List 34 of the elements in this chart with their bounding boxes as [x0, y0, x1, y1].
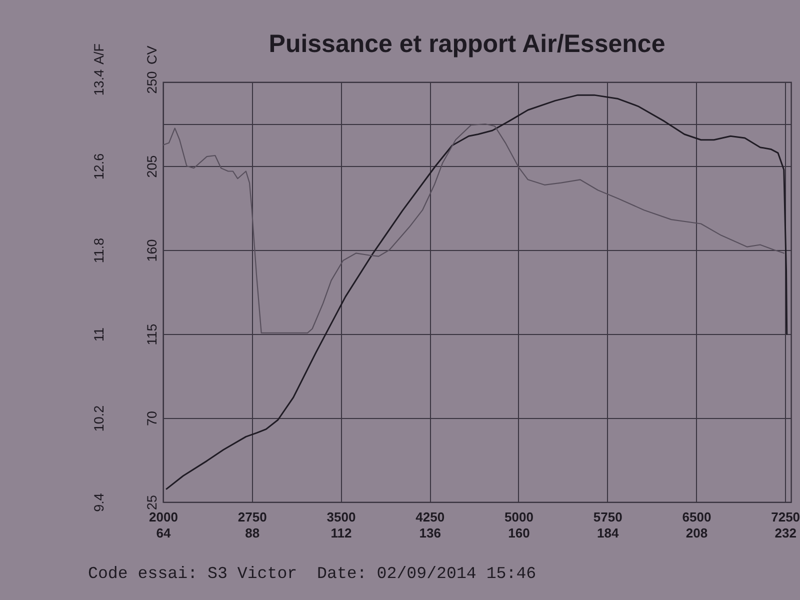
y2-tick-label: 10.2	[92, 405, 106, 432]
x2-tick-label: 208	[686, 526, 708, 540]
y-tick-label: 25	[144, 494, 160, 510]
line-series	[162, 123, 784, 334]
x-tick-label: 5750	[593, 510, 622, 524]
x-tick-label: 4250	[416, 510, 445, 524]
y2-tick-label: 13.4	[92, 68, 106, 96]
x-tick-label: 3500	[326, 510, 356, 524]
y-tick-label: 160	[144, 239, 160, 262]
y2-tick-label: 11	[92, 327, 106, 342]
x-tick-label: 6500	[682, 510, 712, 524]
x2-tick-label: 64	[156, 526, 172, 540]
y2-tick-label: 11.8	[92, 238, 106, 264]
x2-tick-label: 232	[774, 526, 796, 540]
y-tick-label: 115	[144, 324, 160, 346]
x2-tick-label: 184	[596, 526, 620, 540]
x-tick-label: 2000	[149, 510, 178, 524]
y-tick-label: 250	[144, 71, 160, 94]
x-tick-label: 7250	[771, 510, 800, 524]
x-tick-label: 2750	[238, 510, 267, 524]
text: Code essai: S3 Victor Date: 02/09/2014 15:46	[88, 564, 536, 583]
y2-tick-label: 9.4	[92, 492, 106, 512]
x-tick-label: 5000	[504, 510, 534, 524]
x2-tick-label: 112	[330, 526, 352, 540]
y-tick-label: 70	[144, 410, 160, 426]
y2-tick-label: 12.6	[92, 153, 106, 180]
x2-tick-label: 88	[245, 526, 260, 540]
x2-tick-label: 136	[419, 526, 441, 540]
chart-title: Puissance et rapport Air/Essence	[268, 30, 666, 58]
line-series	[166, 94, 788, 490]
y-axis-title: CV	[144, 46, 160, 64]
x2-tick-label: 160	[508, 526, 530, 540]
y2-axis-title: A/F	[92, 43, 106, 64]
y-tick-label: 205	[144, 155, 160, 178]
